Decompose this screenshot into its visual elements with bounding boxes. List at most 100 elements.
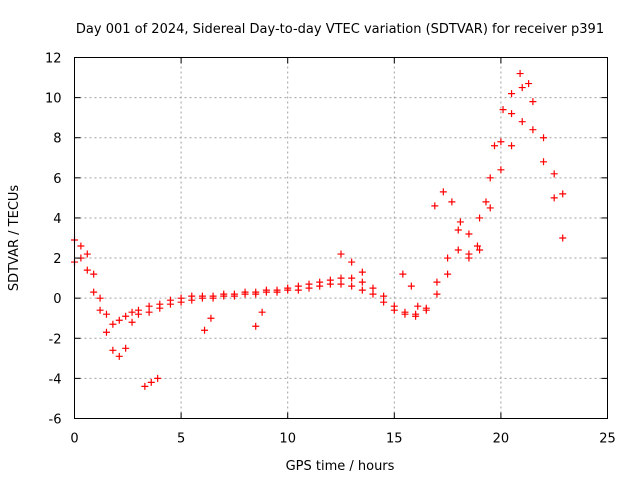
data-point [128, 318, 136, 326]
data-point [433, 290, 441, 298]
data-point [559, 190, 567, 198]
data-point [156, 304, 164, 312]
data-point [102, 310, 110, 318]
data-point [529, 98, 537, 106]
x-tick-label: 0 [70, 432, 78, 447]
data-point [326, 280, 334, 288]
y-tick-label: 0 [53, 292, 61, 307]
data-point [198, 294, 206, 302]
data-point [414, 302, 422, 310]
data-point [448, 198, 456, 206]
x-tick-label: 10 [279, 432, 296, 447]
data-point [439, 188, 447, 196]
plot-frame [74, 57, 608, 419]
data-point [96, 294, 104, 302]
data-point [166, 300, 174, 308]
data-point [115, 316, 123, 324]
data-point [465, 230, 473, 238]
y-tick-label: -2 [49, 332, 62, 347]
y-tick-label: 10 [45, 92, 62, 107]
data-point [141, 382, 149, 390]
data-point [209, 294, 217, 302]
data-point [90, 270, 98, 278]
x-tick-label: 15 [386, 432, 403, 447]
data-points [71, 70, 567, 390]
data-point [147, 378, 155, 386]
x-axis-label: GPS time / hours [286, 459, 395, 474]
data-point [348, 282, 356, 290]
data-point [491, 142, 499, 150]
series-track-b [71, 118, 567, 360]
data-point [294, 286, 302, 294]
data-point [252, 322, 260, 330]
data-point [102, 328, 110, 336]
series-segment-f [201, 314, 215, 334]
data-point [516, 70, 524, 78]
grid-lines [74, 57, 608, 419]
data-point [476, 214, 484, 222]
x-tick-label: 25 [599, 432, 616, 447]
data-point [401, 310, 409, 318]
data-point [473, 242, 481, 250]
data-point [497, 166, 505, 174]
y-tick-labels: -6 -4 -2 0 2 4 6 8 10 12 [45, 52, 62, 428]
data-point [380, 298, 388, 306]
data-point [482, 198, 490, 206]
data-point [422, 306, 430, 314]
y-tick-label: 12 [45, 52, 62, 67]
y-axis-label: SDTVAR / TECUs [7, 185, 22, 292]
data-point [83, 266, 91, 274]
data-point [518, 84, 526, 92]
data-point [454, 226, 462, 234]
data-point [497, 138, 505, 146]
data-point [525, 80, 533, 88]
y-tick-label: 8 [53, 132, 61, 147]
series-track-a [71, 84, 567, 328]
chart-title: Day 001 of 2024, Sidereal Day-to-day VTE… [76, 22, 604, 37]
data-point [316, 282, 324, 290]
data-point [508, 90, 516, 98]
data-point [444, 270, 452, 278]
data-point [305, 284, 313, 292]
data-point [348, 274, 356, 282]
data-point [499, 106, 507, 114]
data-point [337, 250, 345, 258]
data-point [96, 306, 104, 314]
data-point [390, 306, 398, 314]
data-point [262, 288, 270, 296]
data-point [465, 250, 473, 258]
data-point [337, 274, 345, 282]
data-point [128, 308, 136, 316]
data-point [90, 288, 98, 296]
data-point [145, 302, 153, 310]
series-segment-h [399, 270, 422, 310]
data-point [407, 282, 415, 290]
data-point [476, 246, 484, 254]
data-point [273, 288, 281, 296]
y-tick-label: 4 [53, 212, 61, 227]
data-point [188, 296, 196, 304]
x-tick-label: 20 [493, 432, 510, 447]
data-point [540, 158, 548, 166]
data-point [230, 292, 238, 300]
data-point [358, 268, 366, 276]
data-point [433, 278, 441, 286]
data-point [518, 118, 526, 126]
data-point [508, 142, 516, 150]
data-point [358, 286, 366, 294]
data-point [134, 310, 142, 318]
data-point [399, 270, 407, 278]
data-point [145, 308, 153, 316]
series-segment-e [252, 308, 266, 330]
data-point [115, 352, 123, 360]
data-point [201, 326, 209, 334]
data-point [122, 344, 130, 352]
data-point [109, 320, 117, 328]
data-point [529, 126, 537, 134]
data-point [252, 290, 260, 298]
data-point [77, 242, 85, 250]
data-point [348, 258, 356, 266]
data-point [369, 290, 377, 298]
data-point [122, 312, 130, 320]
